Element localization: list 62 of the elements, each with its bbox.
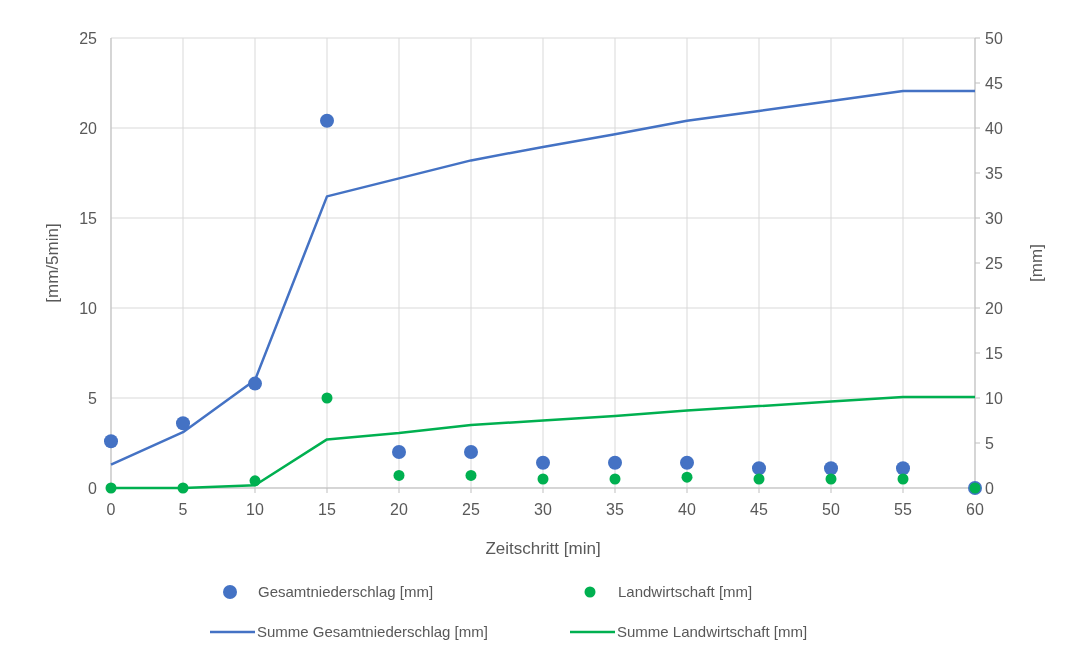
point: [680, 455, 694, 470]
y2-tick-label: 50: [985, 30, 1003, 47]
point: [176, 416, 190, 431]
x-tick-label: 35: [606, 501, 624, 518]
point: [896, 461, 910, 476]
point: [105, 482, 117, 494]
y2-tick-label: 15: [985, 345, 1003, 362]
y-tick-label: 25: [79, 30, 98, 47]
y2-tick-label: 20: [985, 300, 1003, 317]
point: [249, 475, 261, 487]
point: [104, 434, 118, 449]
y-tick-label: 0: [88, 480, 98, 497]
line-series: [109, 89, 977, 466]
point: [393, 469, 405, 481]
legend-label: Summe Gesamtniederschlag [mm]: [257, 623, 488, 640]
x-axis-title: Zeitschritt [min]: [485, 539, 601, 558]
point: [392, 445, 406, 459]
x-tick-label: 60: [966, 501, 984, 518]
point: [752, 461, 766, 476]
point: [824, 461, 838, 476]
point: [177, 482, 189, 494]
x-tick-label: 5: [178, 501, 188, 518]
x-tick-label: 30: [534, 501, 552, 518]
y2-tick-label: 25: [985, 255, 1003, 272]
y2-tick-label: 45: [985, 75, 1003, 92]
legend-label: Summe Landwirtschaft [mm]: [617, 623, 808, 640]
point: [464, 445, 478, 459]
x-tick-label: 25: [462, 501, 480, 518]
x-tick-label: 20: [390, 501, 408, 518]
x-tick-label: 45: [750, 501, 768, 518]
legend-label: Gesamtniederschlag [mm]: [258, 583, 434, 600]
y2-tick-label: 10: [985, 390, 1003, 407]
y-tick-label: 15: [79, 210, 98, 227]
legend-label: Landwirtschaft [mm]: [618, 583, 753, 600]
y2-tick-label: 0: [985, 480, 994, 497]
x-tick-label: 50: [822, 501, 840, 518]
point: [536, 455, 550, 470]
point: [681, 471, 693, 483]
point: [897, 473, 909, 485]
point: [608, 455, 622, 470]
point: [609, 473, 621, 485]
x-tick-label: 55: [894, 501, 912, 518]
point: [537, 473, 549, 485]
point: [825, 473, 837, 485]
y2-tick-label: 5: [985, 435, 994, 452]
x-tick-label: 0: [106, 501, 116, 518]
y2-axis-title: [mm]: [1027, 244, 1046, 282]
point: [321, 392, 333, 404]
point: [753, 473, 765, 485]
point: [248, 376, 262, 391]
x-tick-label: 40: [678, 501, 696, 518]
point: [320, 113, 334, 128]
x-tick-label: 10: [246, 501, 264, 518]
y-tick-label: 20: [79, 120, 98, 137]
x-tick-label: 15: [318, 501, 336, 518]
y2-tick-label: 35: [985, 165, 1003, 182]
point: [465, 469, 477, 481]
y-tick-label: 5: [88, 390, 98, 407]
y-axis-title: [mm/5min]: [43, 223, 62, 303]
y-tick-label: 10: [79, 300, 98, 317]
y2-tick-label: 40: [985, 120, 1003, 137]
y2-tick-label: 30: [985, 210, 1003, 227]
